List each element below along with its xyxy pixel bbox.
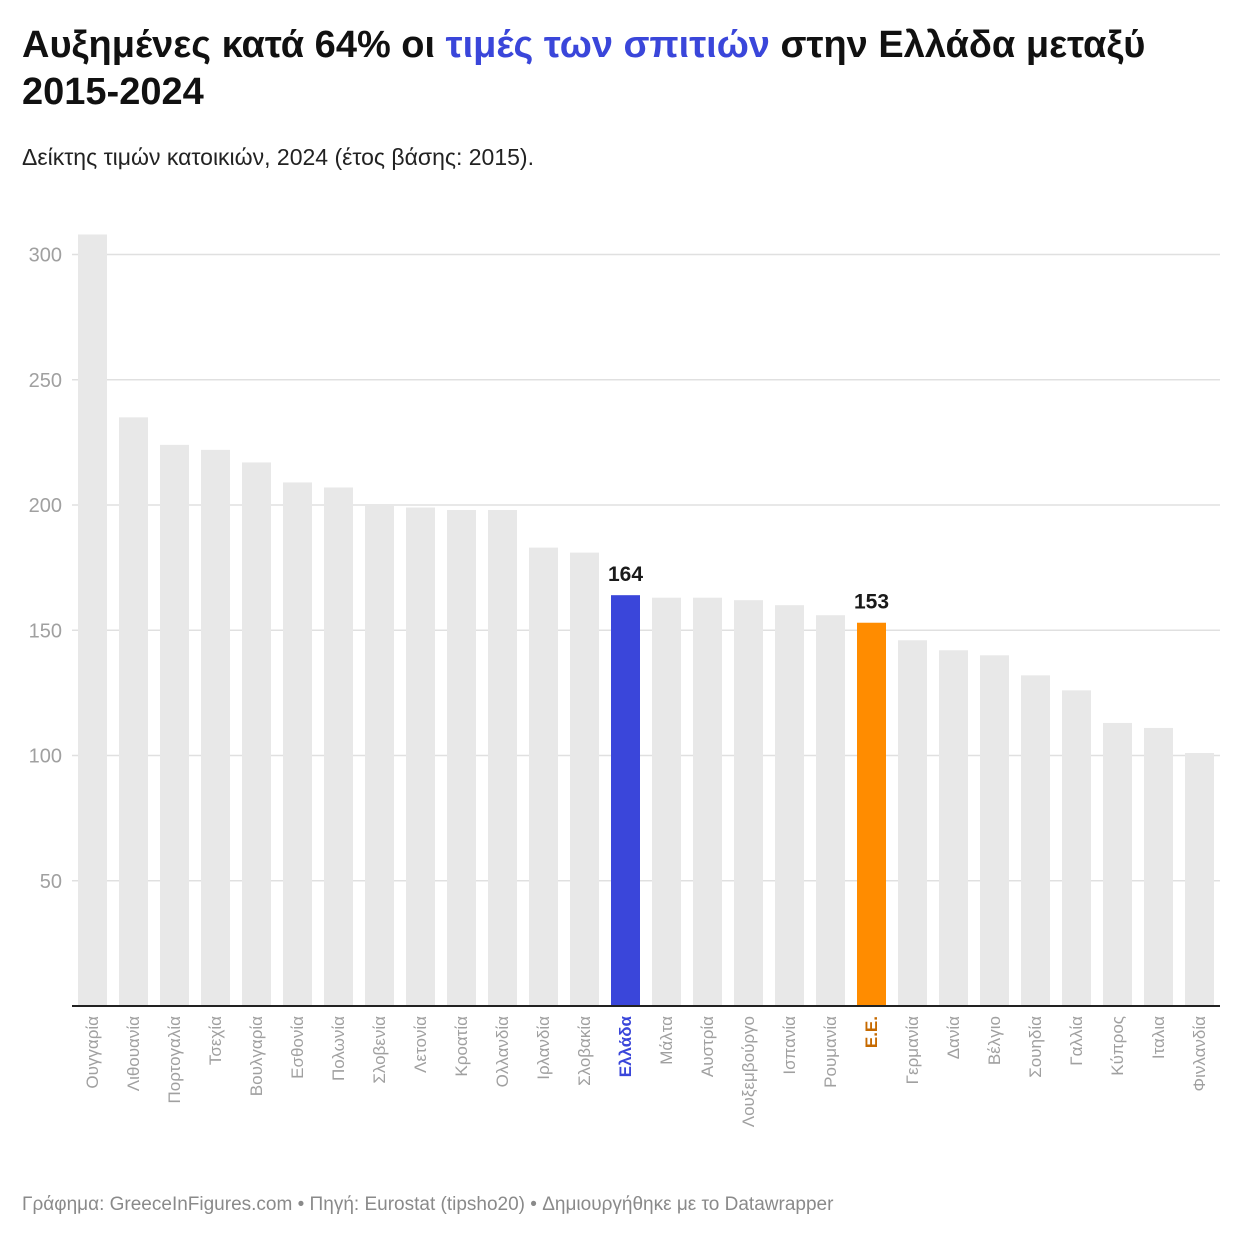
x-tick-label-11: Ολλανδία <box>493 1016 512 1088</box>
x-tick-label-22: Δανία <box>944 1016 963 1059</box>
x-tick-label-14: Ελλάδα <box>616 1015 635 1077</box>
data-label-14: 164 <box>608 563 643 586</box>
x-tick-label-19: Ρουμανία <box>821 1016 840 1088</box>
bar-23 <box>980 655 1009 1006</box>
bar-1 <box>78 234 107 1007</box>
x-tick-label-6: Εσθονία <box>288 1016 307 1079</box>
bar-8 <box>365 505 394 1006</box>
x-tick-label-10: Κροατία <box>452 1016 471 1077</box>
chart-subtitle: Δείκτης τιμών κατοικιών, 2024 (έτος βάση… <box>22 144 534 170</box>
x-tick-label-18: Ισπανία <box>780 1016 799 1075</box>
y-tick-label-150: 150 <box>29 620 62 642</box>
bar-22 <box>939 650 968 1006</box>
bar-24 <box>1021 675 1050 1006</box>
bar-28 <box>1185 752 1214 1006</box>
title-part-2: στην Ελλάδα μεταξύ 2015-2024 <box>22 24 1146 113</box>
x-tick-label-8: Σλοβενία <box>370 1016 389 1084</box>
bar-2 <box>119 417 148 1006</box>
y-tick-label-50: 50 <box>40 871 62 893</box>
footer-tool: Δημιουργήθηκε με το Datawrapper <box>542 1194 834 1215</box>
bar-12 <box>529 547 558 1006</box>
x-tick-label-20: Ε.Ε. <box>862 1016 881 1048</box>
footer-separator-1: • <box>292 1194 310 1215</box>
x-tick-label-26: Κύπρος <box>1108 1016 1127 1076</box>
bar-3 <box>160 444 189 1006</box>
bar-27 <box>1144 727 1173 1006</box>
bar-26 <box>1103 722 1132 1006</box>
bar-15 <box>652 597 681 1006</box>
footer-credit: Γράφημα: GreeceInFigures.com <box>22 1194 293 1215</box>
bar-4 <box>201 449 230 1006</box>
title-part-1: Αυξημένες κατά 64% οι <box>22 24 446 66</box>
x-tick-label-3: Πορτογαλία <box>165 1016 184 1104</box>
x-tick-label-15: Μάλτα <box>657 1016 676 1065</box>
x-tick-label-17: Λουξεμβούργο <box>739 1016 758 1127</box>
x-tick-label-13: Σλοβακία <box>575 1016 594 1086</box>
bar-chart: 50 100 150 200 250 300 Ουγγαρία Λιθουανία Πορτογ… <box>29 234 1220 1127</box>
data-label-20: 153 <box>854 591 889 614</box>
x-tick-label-21: Γερμανία <box>903 1016 922 1085</box>
bar-17 <box>734 600 763 1006</box>
x-tick-label-23: Βέλγιο <box>985 1016 1004 1065</box>
bar-7 <box>324 487 353 1007</box>
x-tick-label-5: Βουλγαρία <box>247 1016 266 1096</box>
x-tick-label-16: Αυστρία <box>698 1016 717 1077</box>
bar-20 <box>857 622 886 1006</box>
bar-10 <box>447 510 476 1006</box>
y-tick-label-100: 100 <box>29 746 62 768</box>
x-tick-label-25: Γαλλία <box>1067 1016 1086 1066</box>
x-tick-label-27: Ιταλια <box>1149 1016 1168 1059</box>
bar-16 <box>693 597 722 1006</box>
bar-5 <box>242 462 271 1006</box>
x-tick-label-9: Λετονία <box>411 1016 430 1073</box>
bar-21 <box>898 640 927 1006</box>
bar-6 <box>283 482 312 1007</box>
bar-19 <box>816 615 845 1006</box>
footer-separator-2: • <box>525 1194 543 1215</box>
chart-footer: Γράφημα: GreeceInFigures.com • Πηγή: Eur… <box>22 1194 833 1216</box>
x-tick-label-28: Φινλανδία <box>1190 1016 1209 1092</box>
x-tick-label-2: Λιθουανία <box>124 1016 143 1091</box>
title-highlight: τιμές των σπιτιών <box>445 24 770 66</box>
bar-9 <box>406 507 435 1006</box>
bar-11 <box>488 510 517 1006</box>
bar-18 <box>775 605 804 1006</box>
bar-14 <box>611 595 640 1006</box>
bar-25 <box>1062 690 1091 1006</box>
x-tick-label-4: Τσεχία <box>206 1016 225 1065</box>
x-tick-label-12: Ιρλανδία <box>534 1016 553 1080</box>
footer-source: Πηγή: Eurostat (tipsho20) <box>309 1194 525 1215</box>
y-tick-label-200: 200 <box>29 495 62 517</box>
chart-title: Αυξημένες κατά 64% οι τιμές των σπιτιών … <box>22 22 1222 116</box>
y-tick-label-300: 300 <box>29 245 62 267</box>
y-tick-label-250: 250 <box>29 370 62 392</box>
x-tick-label-1: Ουγγαρία <box>83 1016 102 1089</box>
x-tick-label-24: Σουηδία <box>1026 1016 1045 1078</box>
bar-13 <box>570 552 599 1006</box>
x-tick-label-7: Πολωνία <box>329 1016 348 1081</box>
